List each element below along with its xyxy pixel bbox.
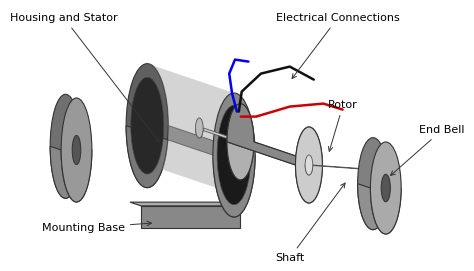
Ellipse shape <box>305 155 313 175</box>
Ellipse shape <box>131 77 164 174</box>
Ellipse shape <box>61 98 92 202</box>
Text: Rotor: Rotor <box>328 100 358 151</box>
Ellipse shape <box>50 94 81 198</box>
Polygon shape <box>305 165 378 180</box>
Ellipse shape <box>370 160 378 180</box>
Polygon shape <box>141 206 240 228</box>
Text: Shaft: Shaft <box>275 183 345 263</box>
Text: Electrical Connections: Electrical Connections <box>276 13 400 79</box>
Ellipse shape <box>227 104 254 180</box>
Polygon shape <box>227 142 322 203</box>
Polygon shape <box>126 126 255 217</box>
Ellipse shape <box>195 118 203 138</box>
Polygon shape <box>130 202 240 206</box>
Polygon shape <box>195 128 244 152</box>
Polygon shape <box>50 146 92 202</box>
Text: End Bell: End Bell <box>391 125 465 175</box>
Ellipse shape <box>126 64 168 188</box>
Ellipse shape <box>381 174 391 202</box>
Ellipse shape <box>358 138 388 230</box>
Ellipse shape <box>217 105 251 205</box>
Ellipse shape <box>370 142 401 234</box>
Polygon shape <box>147 64 255 199</box>
Polygon shape <box>227 104 322 165</box>
Ellipse shape <box>72 136 81 164</box>
Text: Housing and Stator: Housing and Stator <box>10 13 159 142</box>
Ellipse shape <box>213 93 255 217</box>
Text: Mounting Base: Mounting Base <box>42 221 152 233</box>
Ellipse shape <box>295 127 322 203</box>
Polygon shape <box>358 184 401 234</box>
